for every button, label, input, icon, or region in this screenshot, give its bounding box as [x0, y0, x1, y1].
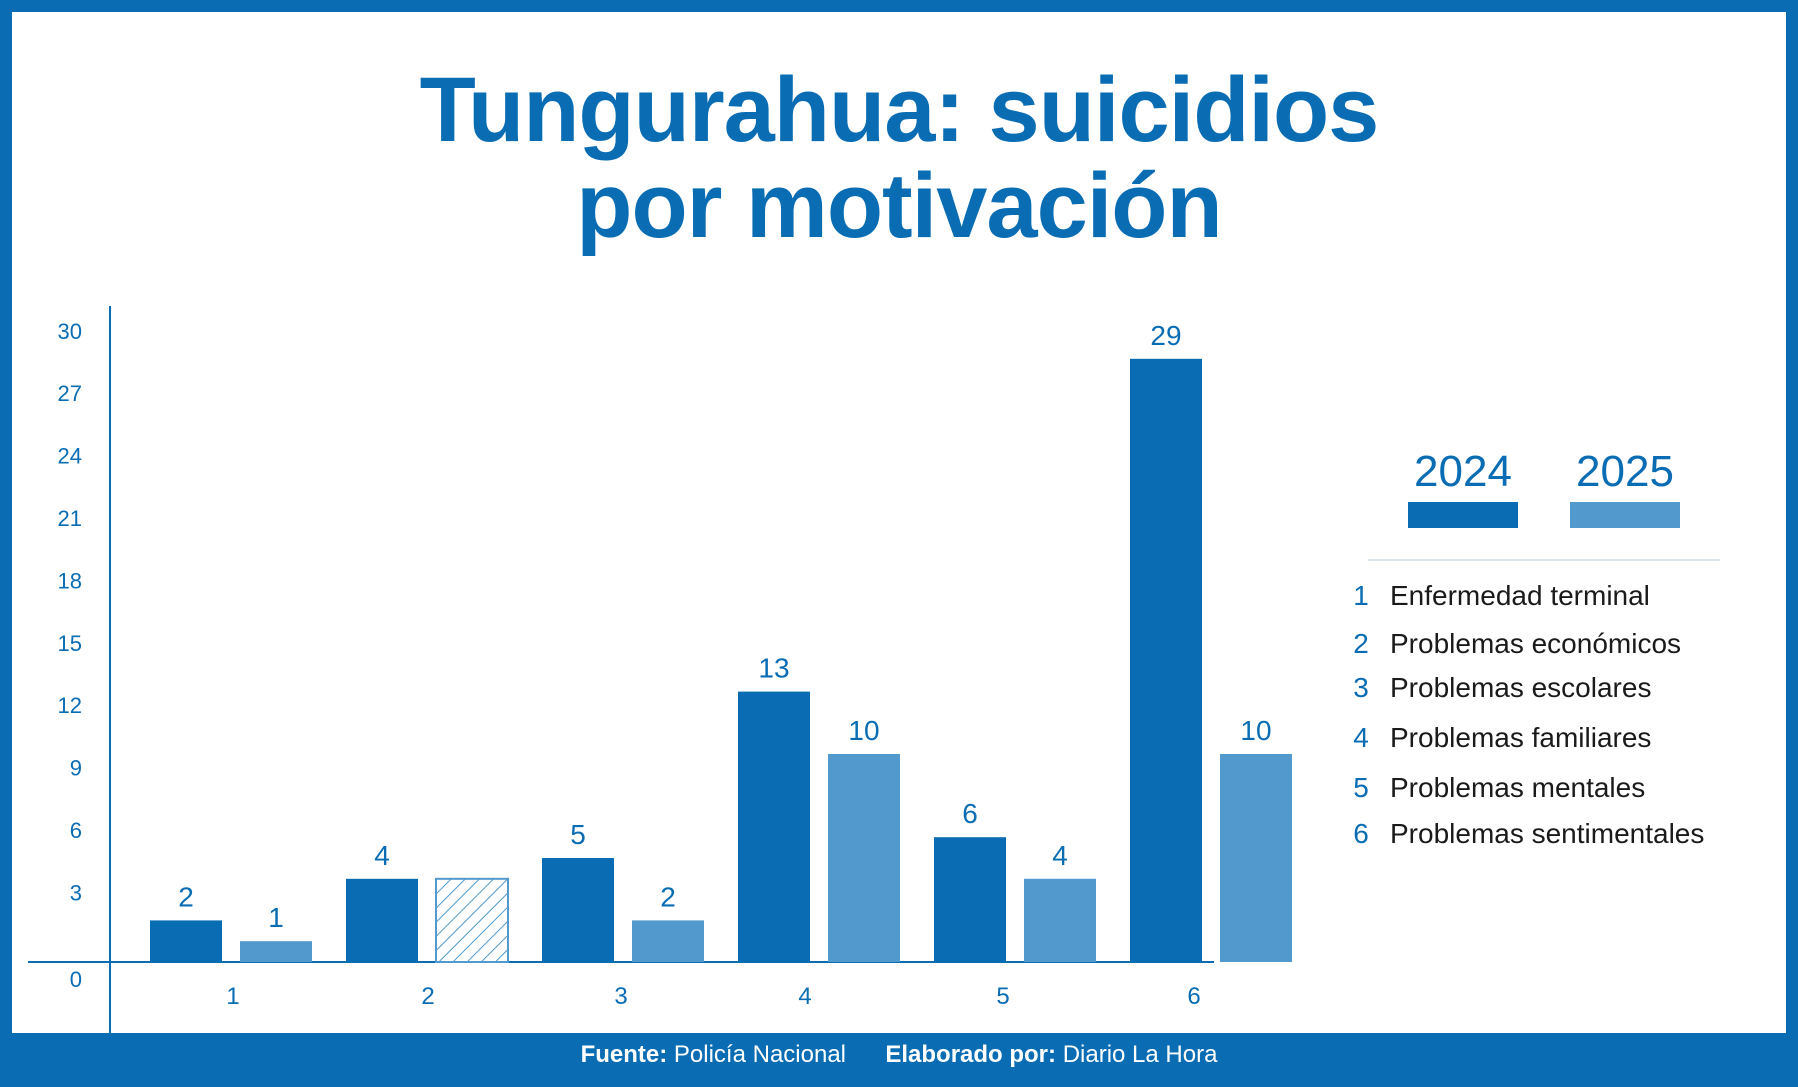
- data-label-2025-3: 2: [660, 881, 676, 912]
- data-label-2025-4: 10: [848, 715, 879, 746]
- data-label-2024-2: 4: [374, 840, 390, 871]
- legend-category-3: 3 Problemas escolares: [1346, 672, 1651, 704]
- data-label-2025-6: 10: [1240, 715, 1271, 746]
- legend-swatch-2025: [1570, 502, 1680, 528]
- y-tick-label: 27: [58, 381, 82, 406]
- x-tick-label: 1: [226, 983, 239, 1010]
- bar-2025-1: [240, 941, 312, 962]
- bar-2025-5: [1024, 878, 1096, 962]
- legend-category-label: Enfermedad terminal: [1390, 580, 1650, 611]
- y-tick-label: 30: [58, 319, 82, 344]
- y-tick-label: 15: [58, 631, 82, 656]
- y-tick-label: 3: [70, 880, 82, 905]
- legend-category-number: 3: [1353, 672, 1369, 703]
- bar-2025-3: [632, 920, 704, 962]
- legend-category-5: 5 Problemas mentales: [1346, 772, 1645, 804]
- legend-swatch-2024: [1408, 502, 1518, 528]
- data-label-2025-5: 4: [1052, 840, 1068, 871]
- title-line-1: Tungurahua: suicidios: [419, 59, 1380, 161]
- legend-category-number: 4: [1353, 722, 1369, 753]
- x-tick-label: 5: [996, 983, 1009, 1010]
- legend-category-number: 1: [1353, 580, 1369, 611]
- legend-category-1: 1 Enfermedad terminal: [1346, 580, 1650, 612]
- source-label: Fuente:: [580, 1041, 668, 1068]
- data-label-2024-1: 2: [178, 881, 194, 912]
- legend-label-2025: 2025: [1576, 447, 1674, 496]
- y-tick-label: 9: [70, 756, 82, 781]
- legend-category-4: 4 Problemas familiares: [1346, 722, 1651, 754]
- legend-item-2024: 2024: [1408, 448, 1518, 528]
- legend-divider: [1368, 559, 1720, 561]
- y-tick-label: 12: [58, 693, 82, 718]
- author-value: Diario La Hora: [1062, 1041, 1218, 1068]
- legend-category-6: 6 Problemas sentimentales: [1346, 818, 1704, 850]
- legend-category-label: Problemas familiares: [1390, 722, 1652, 753]
- legend-category-label: Problemas escolares: [1390, 672, 1652, 703]
- legend-category-2: 2 Problemas económicos: [1346, 628, 1681, 660]
- y-tick-label: 0: [70, 967, 82, 992]
- legend-category-label: Problemas mentales: [1390, 772, 1646, 803]
- source-value: Policía Nacional: [673, 1041, 846, 1068]
- data-label-2024-3: 5: [570, 819, 586, 850]
- legend-category-label: Problemas económicos: [1390, 628, 1682, 659]
- x-tick-label: 3: [614, 983, 627, 1010]
- title-line-2: por motivación: [576, 155, 1222, 257]
- bar-2025-2: [435, 877, 509, 963]
- y-tick-label: 24: [58, 444, 82, 469]
- legend-category-number: 2: [1353, 628, 1369, 659]
- data-label-2024-4: 13: [758, 653, 789, 684]
- data-label-2024-5: 6: [962, 798, 978, 829]
- y-tick-label: 6: [70, 818, 82, 843]
- bar-2024-4: [738, 691, 810, 962]
- footer: Fuente: Policía Nacional Elaborado por: …: [0, 1033, 1798, 1087]
- data-label-2024-6: 29: [1150, 320, 1181, 351]
- x-tick-label: 2: [421, 983, 434, 1010]
- x-tick-label: 4: [798, 983, 811, 1010]
- bar-2024-2: [346, 878, 418, 962]
- legend-category-number: 5: [1353, 772, 1369, 803]
- bar-2024-1: [150, 920, 222, 962]
- bar-2024-6: [1130, 358, 1202, 962]
- x-tick-label: 6: [1187, 983, 1200, 1010]
- bar-2025-4: [828, 754, 900, 962]
- legend-category-label: Problemas sentimentales: [1390, 818, 1705, 849]
- y-tick-label: 21: [58, 506, 82, 531]
- legend-label-2024: 2024: [1414, 447, 1512, 496]
- y-tick-label: 18: [58, 568, 82, 593]
- author-label: Elaborado por:: [885, 1041, 1057, 1068]
- chart-title: Tungurahua: suicidios por motivación: [0, 62, 1798, 254]
- bar-2025-6: [1220, 754, 1292, 962]
- legend-item-2025: 2025: [1570, 448, 1680, 528]
- bar-2024-5: [934, 837, 1006, 962]
- data-label-2025-1: 1: [268, 902, 284, 933]
- year-legend: 2024 2025: [1400, 448, 1740, 528]
- legend-category-number: 6: [1353, 818, 1369, 849]
- bar-2024-3: [542, 858, 614, 962]
